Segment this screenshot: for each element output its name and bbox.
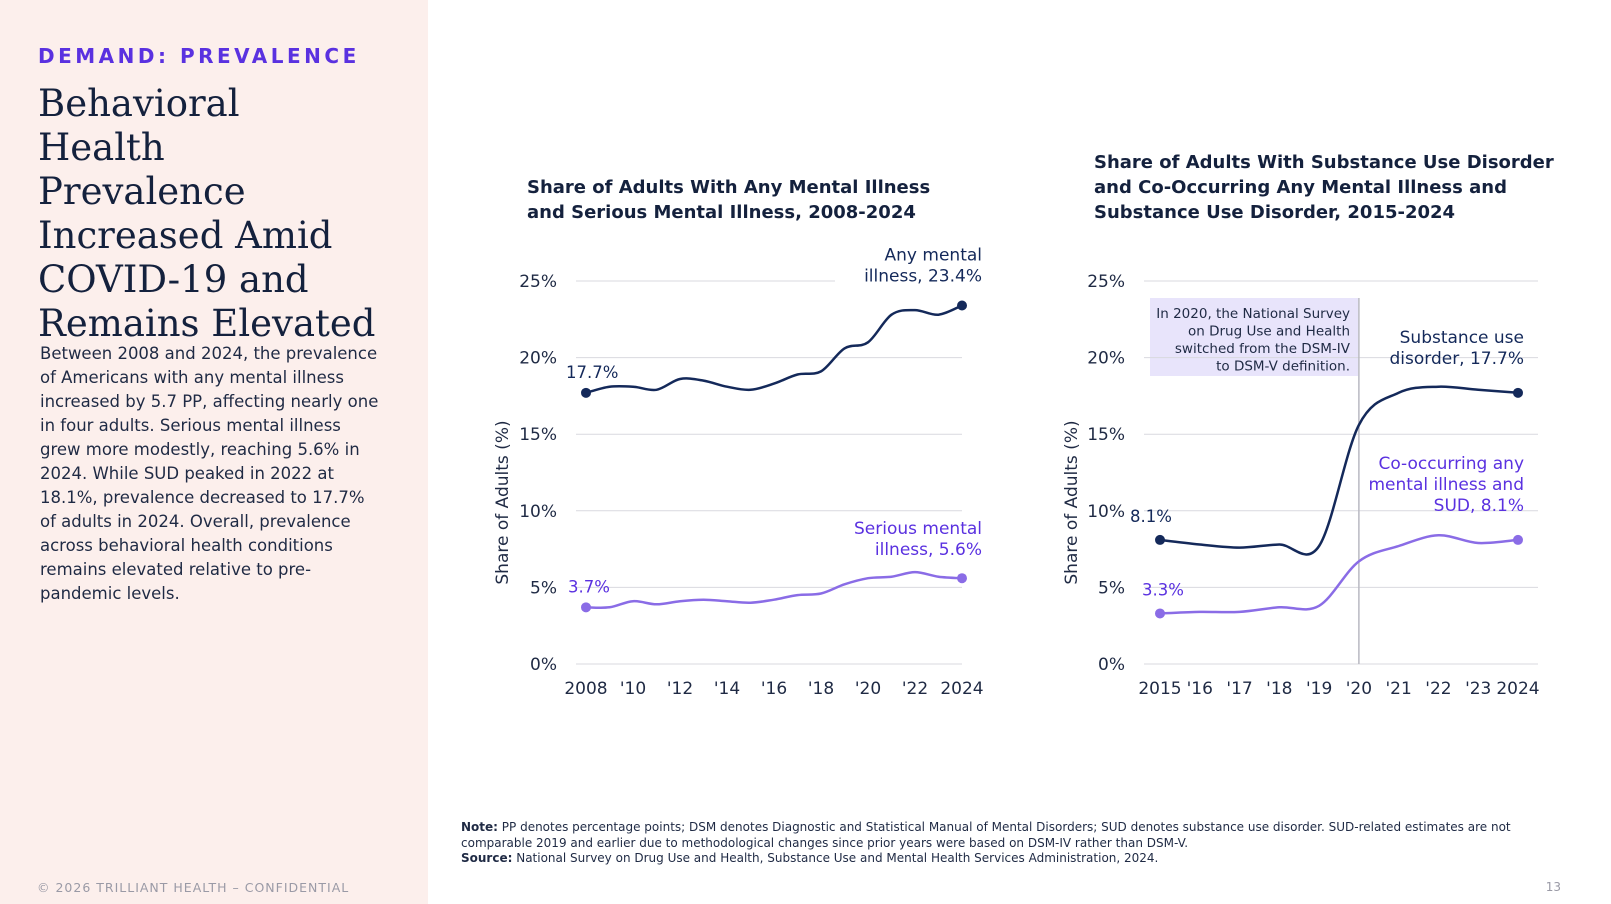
y-tick-label: 25%: [519, 272, 557, 292]
y-axis-label: Share of Adults (%): [1062, 420, 1082, 584]
series-end-point-1: [1513, 534, 1523, 545]
series-start-point-0: [1155, 534, 1165, 545]
series-end-label-0: Substance use: [1400, 328, 1524, 348]
y-tick-label: 10%: [1087, 502, 1125, 522]
x-tick-label: '22: [1425, 679, 1451, 699]
x-tick-label: '16: [1187, 679, 1213, 699]
y-tick-label: 5%: [1098, 578, 1125, 598]
y-axis-label: Share of Adults (%): [493, 420, 513, 584]
series-line-1: [1158, 534, 1520, 615]
y-tick-label: 0%: [530, 655, 557, 675]
annotation-text: to DSM-V definition.: [1216, 359, 1350, 375]
x-tick-label: '17: [1226, 679, 1252, 699]
y-tick-label: 0%: [1098, 655, 1125, 675]
note-text: PP denotes percentage points; DSM denote…: [461, 820, 1511, 850]
chart-title-sud: Share of Adults With Substance Use Disor…: [1094, 152, 1554, 223]
series-end-label-1: Co-occurring any: [1378, 454, 1524, 474]
series-end-label-1: illness, 5.6%: [875, 540, 982, 560]
copyright-notice: © 2026 TRILLIANT HEALTH – CONFIDENTIAL: [37, 880, 350, 895]
series-end-label-0: Any mental: [885, 246, 982, 266]
source-label: Source:: [461, 851, 513, 865]
footnote: Note: PP denotes percentage points; DSM …: [461, 820, 1541, 867]
series-line-1: [584, 570, 964, 609]
x-tick-label: '19: [1306, 679, 1332, 699]
series-end-label-1: Serious mental: [854, 519, 982, 539]
x-tick-label: '20: [855, 679, 881, 699]
series-start-label-1: 3.7%: [568, 577, 610, 596]
annotation-text: In 2020, the National Survey: [1156, 306, 1350, 322]
y-tick-label: 25%: [1087, 272, 1125, 292]
y-tick-label: 20%: [1087, 349, 1125, 369]
footnote-source: Source: National Survey on Drug Use and …: [461, 851, 1541, 867]
y-tick-label: 15%: [1087, 425, 1125, 445]
y-tick-label: 20%: [519, 349, 557, 369]
x-tick-label: '10: [620, 679, 646, 699]
annotation-text: switched from the DSM-IV: [1175, 341, 1351, 357]
series-end-point-1: [957, 573, 967, 584]
x-tick-label: 2024: [940, 679, 983, 699]
page-headline: Behavioral Health Prevalence Increased A…: [38, 82, 376, 345]
series-end-label-1: mental illness and: [1368, 475, 1524, 495]
x-tick-label: 2015: [1138, 679, 1181, 699]
x-tick-label: '14: [714, 679, 740, 699]
series-start-label-0: 17.7%: [566, 363, 618, 382]
series-end-label-0: illness, 23.4%: [864, 267, 982, 287]
series-line-0: [1158, 385, 1520, 556]
summary-paragraph: Between 2008 and 2024, the prevalence of…: [40, 344, 379, 603]
annotation-box: [1150, 298, 1358, 376]
x-tick-label: '21: [1386, 679, 1412, 699]
series-end-point-0: [957, 300, 967, 311]
y-tick-label: 10%: [519, 502, 557, 522]
annotation-text: on Drug Use and Health: [1188, 324, 1350, 340]
series-start-point-1: [1155, 608, 1165, 619]
series-start-point-0: [581, 387, 591, 398]
x-tick-label: '18: [808, 679, 834, 699]
x-tick-label: '20: [1346, 679, 1372, 699]
y-tick-label: 15%: [519, 425, 557, 445]
note-label: Note:: [461, 820, 498, 834]
series-end-point-0: [1513, 387, 1523, 398]
x-tick-label: '23: [1465, 679, 1491, 699]
series-end-label-0: disorder, 17.7%: [1389, 349, 1524, 369]
x-tick-label: 2008: [564, 679, 607, 699]
x-tick-label: '22: [902, 679, 928, 699]
series-start-label-0: 8.1%: [1130, 507, 1172, 526]
series-start-point-1: [581, 602, 591, 613]
left-panel: DEMAND: PREVALENCE Behavioral Health Pre…: [0, 0, 428, 904]
x-tick-label: '12: [667, 679, 693, 699]
x-tick-label: 2024: [1496, 679, 1539, 699]
series-start-label-1: 3.3%: [1142, 580, 1184, 599]
x-tick-label: '18: [1266, 679, 1292, 699]
section-eyebrow: DEMAND: PREVALENCE: [38, 44, 360, 68]
series-line-0: [584, 304, 964, 395]
y-tick-label: 5%: [530, 578, 557, 598]
chart-title-mental-illness: Share of Adults With Any Mental Illness …: [527, 177, 931, 223]
series-end-label-1: SUD, 8.1%: [1434, 496, 1524, 516]
source-text: National Survey on Drug Use and Health, …: [512, 851, 1159, 865]
footnote-note: Note: PP denotes percentage points; DSM …: [461, 820, 1541, 851]
x-tick-label: '16: [761, 679, 787, 699]
page-number: 13: [1545, 880, 1561, 894]
